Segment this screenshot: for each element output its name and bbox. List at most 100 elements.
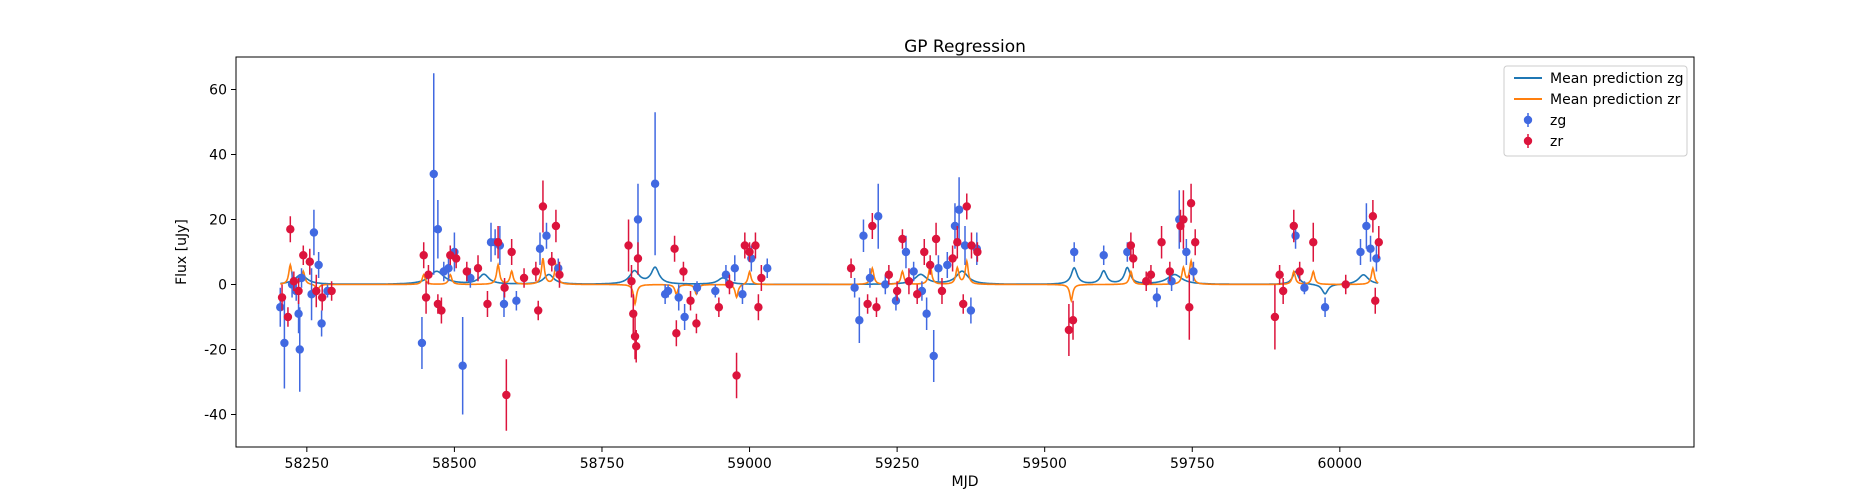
marker-zr [973, 247, 982, 257]
data-point-zr [1146, 265, 1156, 285]
marker-zg [1167, 277, 1176, 286]
data-point-zr [732, 352, 741, 399]
marker-zr [312, 286, 321, 296]
data-point-zg [512, 291, 521, 311]
data-point-zg [865, 268, 875, 288]
data-point-zr [751, 232, 760, 259]
marker-zr [1309, 238, 1318, 247]
data-point-zg [692, 281, 702, 295]
data-point-zr [555, 261, 564, 288]
data-point-zr [1371, 287, 1380, 314]
y-tick-label: -20 [204, 343, 227, 359]
marker-zr [547, 257, 557, 266]
axes: 58250 58500 58750 59000 59250 59500 59750 60000… [204, 83, 1362, 473]
marker-zr [732, 371, 741, 380]
data-point-zg [535, 232, 545, 265]
data-point-zg [674, 284, 683, 311]
data-point-zg [1320, 297, 1330, 317]
marker-zg [909, 267, 918, 276]
marker-zg [314, 260, 323, 270]
marker-zg [1189, 267, 1198, 276]
data-point-zr [931, 222, 941, 256]
data-point-zr [286, 216, 295, 243]
y-tick-label: -40 [204, 408, 227, 424]
data-point-zr [624, 219, 633, 272]
data-point-zg [960, 226, 970, 265]
data-point-zr [725, 274, 734, 295]
data-point-zr [892, 281, 902, 301]
data-point-zr [868, 213, 877, 239]
data-point-zg [297, 268, 306, 288]
marker-zr [740, 241, 750, 250]
marker-zg [934, 264, 943, 273]
data-point-zr [948, 245, 957, 272]
data-point-zr [473, 255, 483, 282]
marker-zg [874, 212, 883, 221]
data-point-zg [1152, 287, 1162, 308]
data-point-zr [424, 265, 433, 285]
marker-zr [424, 270, 433, 279]
marker-zr [1142, 277, 1151, 286]
marker-zr [1275, 270, 1284, 279]
marker-zr [462, 267, 472, 276]
data-point-zg [1182, 239, 1191, 265]
marker-zr [624, 241, 633, 250]
marker-zr [421, 293, 431, 302]
marker-zr [294, 286, 303, 296]
marker-zg [1123, 247, 1132, 257]
marker-zr [632, 342, 641, 351]
marker-zr [1129, 254, 1138, 263]
marker-zg [650, 179, 660, 188]
marker-zr [283, 312, 293, 322]
marker-zr [967, 241, 976, 250]
marker-zr [745, 247, 754, 257]
marker-zg [721, 270, 731, 279]
marker-zr [925, 260, 935, 270]
marker-zr [286, 225, 295, 234]
data-point-zr [967, 232, 976, 259]
marker-zg [317, 319, 326, 328]
data-point-zg [309, 209, 319, 256]
marker-zr [1157, 238, 1166, 247]
marker-zr [1341, 280, 1350, 289]
marker-zr [920, 247, 929, 257]
marker-zg [429, 169, 438, 179]
marker-zg [1152, 293, 1162, 302]
data-point-zg [881, 274, 890, 295]
marker-zg [309, 228, 319, 237]
x-tick-label: 59750 [1170, 456, 1215, 472]
legend: Mean prediction zg Mean prediction zr zg zr [1503, 65, 1688, 157]
x-tick-label: 59000 [727, 456, 772, 472]
data-point-zr [1179, 190, 1188, 249]
marker-zr [757, 273, 766, 283]
data-point-zr [317, 284, 327, 311]
data-point-zr [419, 242, 428, 269]
marker-zr [751, 241, 760, 250]
marker-zg [633, 215, 643, 224]
data-point-zr [632, 330, 641, 363]
marker-zr [962, 202, 971, 211]
marker-zr [317, 293, 327, 302]
marker-zg [1300, 283, 1309, 292]
data-point-zr [1289, 209, 1298, 243]
marker-zg [295, 345, 304, 354]
marker-zg [730, 264, 739, 273]
data-point-zr [1191, 229, 1200, 256]
data-point-zr [1295, 261, 1304, 282]
data-point-zg [417, 317, 427, 369]
marker-zg [738, 290, 747, 299]
data-point-zr [627, 265, 636, 298]
data-point-zr [714, 297, 724, 317]
data-point-zr [1142, 271, 1151, 291]
marker-zg [692, 283, 702, 292]
data-point-zr [1126, 232, 1136, 259]
marker-zg [297, 273, 306, 283]
marker-zr [868, 221, 877, 231]
marker-zr [904, 277, 914, 286]
data-point-zg [280, 297, 289, 389]
data-point-zg [850, 278, 859, 298]
data-point-zg [1099, 245, 1108, 265]
data-point-zr [1374, 226, 1383, 259]
data-point-zg [542, 222, 551, 249]
